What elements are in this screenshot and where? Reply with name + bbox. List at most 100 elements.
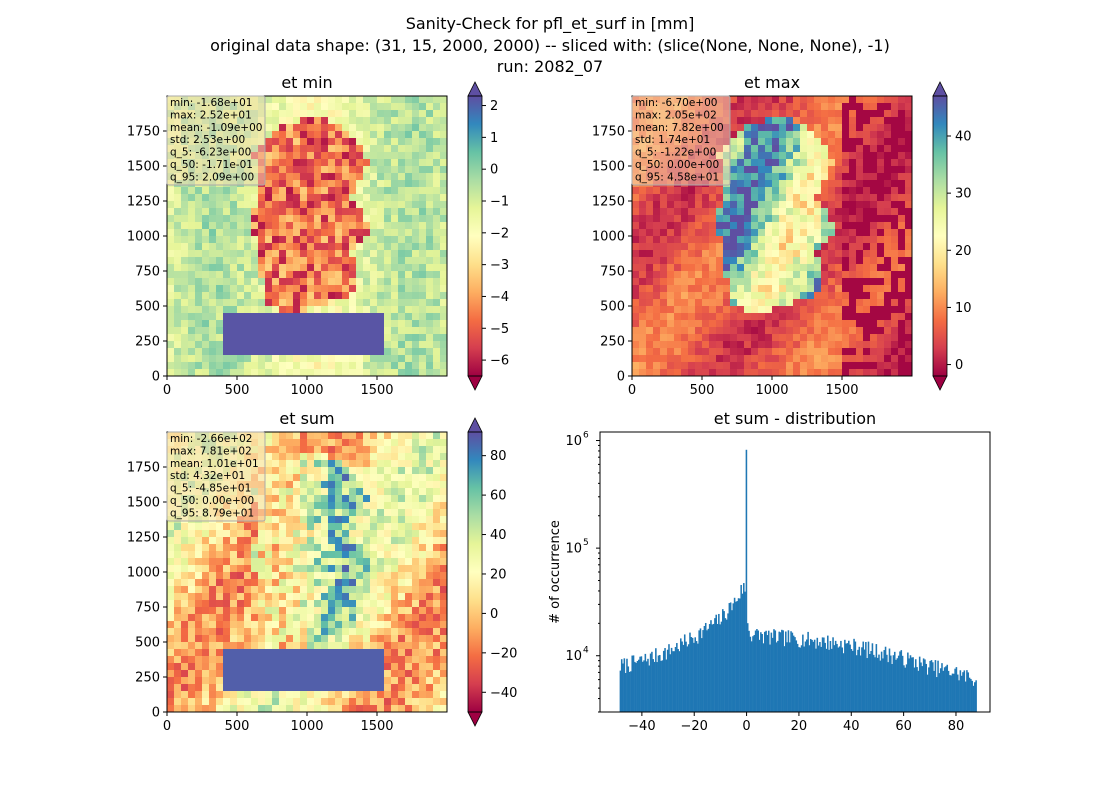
heatmap-cell (681, 278, 689, 286)
heatmap-cell (891, 271, 899, 279)
heatmap-cell (807, 285, 815, 293)
heatmap-cell (286, 201, 294, 209)
heatmap-cell (730, 124, 738, 132)
heatmap-cell (195, 663, 203, 671)
heatmap-cell (230, 355, 238, 363)
heatmap-cell (377, 642, 385, 650)
heatmap-cell (391, 124, 399, 132)
heatmap-cell (751, 264, 759, 272)
heatmap-cell (842, 257, 850, 265)
heatmap-cell (891, 124, 899, 132)
heatmap-cell (737, 159, 745, 167)
heatmap-cell (419, 327, 427, 335)
heatmap-cell (265, 215, 273, 223)
heatmap-cell (856, 215, 864, 223)
heatmap-cell (195, 341, 203, 349)
heatmap-cell (821, 292, 829, 300)
heatmap-cell (828, 152, 836, 160)
heatmap-cell (265, 229, 273, 237)
heatmap-cell (251, 558, 259, 566)
heatmap-cell (905, 229, 912, 237)
heatmap-cell (286, 103, 294, 111)
heatmap-cell (737, 145, 745, 153)
heatmap-cell (779, 124, 787, 132)
heatmap-cell (870, 257, 878, 265)
heatmap-cell (744, 341, 752, 349)
heatmap-cell (821, 236, 829, 244)
heatmap-cell (237, 593, 245, 601)
heatmap-cell (426, 194, 434, 202)
heatmap-cell (342, 523, 350, 531)
heatmap-cell (433, 621, 441, 629)
heatmap-cell (898, 152, 906, 160)
heatmap-cell (188, 299, 196, 307)
heatmap-cell (181, 327, 189, 335)
heatmap-cell (681, 292, 689, 300)
heatmap-cell (244, 222, 252, 230)
heatmap-cell (744, 222, 752, 230)
heatmap-cell (440, 257, 447, 265)
heatmap-cell (328, 138, 336, 146)
heatmap-cell (293, 145, 301, 153)
heatmap-cell (174, 229, 182, 237)
heatmap-cell (863, 278, 871, 286)
heatmap-cell (688, 355, 696, 363)
y-tick-label: 500 (135, 300, 160, 315)
heatmap-cell (384, 362, 392, 370)
heatmap-cell (321, 663, 329, 671)
heatmap-cell (405, 446, 413, 454)
heatmap-cell (244, 614, 252, 622)
heatmap-cell (286, 530, 294, 538)
heatmap-cell (849, 187, 857, 195)
heatmap-cell (391, 215, 399, 223)
heatmap-cell (412, 551, 420, 559)
heatmap-cell (258, 327, 266, 335)
heatmap-cell (384, 488, 392, 496)
heatmap-cell (877, 166, 885, 174)
heatmap-cell (758, 327, 766, 335)
heatmap-cell (230, 369, 238, 376)
heatmap-cell (293, 110, 301, 118)
heatmap-cell (898, 159, 906, 167)
heatmap-cell (237, 635, 245, 643)
heatmap-cell (405, 530, 413, 538)
heatmap-cell (258, 551, 266, 559)
heatmap-cell (265, 670, 273, 678)
heatmap-cell (405, 243, 413, 251)
heatmap-cell (398, 698, 406, 706)
heatmap-cell (667, 348, 675, 356)
heatmap-cell (440, 579, 447, 587)
heatmap-cell (342, 621, 350, 629)
heatmap-cell (307, 355, 315, 363)
heatmap-cell (688, 222, 696, 230)
heatmap-cell (216, 565, 224, 573)
y-tick-label: 750 (135, 601, 160, 616)
heatmap-cell (349, 544, 357, 552)
heatmap-cell (307, 180, 315, 188)
heatmap-cell (419, 691, 427, 699)
heatmap-cell (307, 131, 315, 139)
heatmap-cell (440, 537, 447, 545)
heatmap-cell (870, 117, 878, 125)
heatmap-cell (363, 327, 371, 335)
heatmap-cell (884, 257, 892, 265)
heatmap-cell (744, 369, 752, 376)
heatmap-cell (202, 698, 210, 706)
heatmap-cell (398, 257, 406, 265)
heatmap-cell (181, 691, 189, 699)
heatmap-cell (849, 320, 857, 328)
heatmap-cell (356, 229, 364, 237)
heatmap-cell (307, 635, 315, 643)
heatmap-cell (863, 173, 871, 181)
heatmap-cell (244, 607, 252, 615)
heatmap-cell (363, 159, 371, 167)
heatmap-cell (779, 110, 787, 118)
heatmap-cell (440, 152, 447, 160)
heatmap-cell (181, 586, 189, 594)
heatmap-cell (244, 264, 252, 272)
heatmap-cell (898, 229, 906, 237)
heatmap-cell (328, 264, 336, 272)
heatmap-cell (342, 236, 350, 244)
heatmap-cell (237, 187, 245, 195)
heatmap-cell (758, 236, 766, 244)
